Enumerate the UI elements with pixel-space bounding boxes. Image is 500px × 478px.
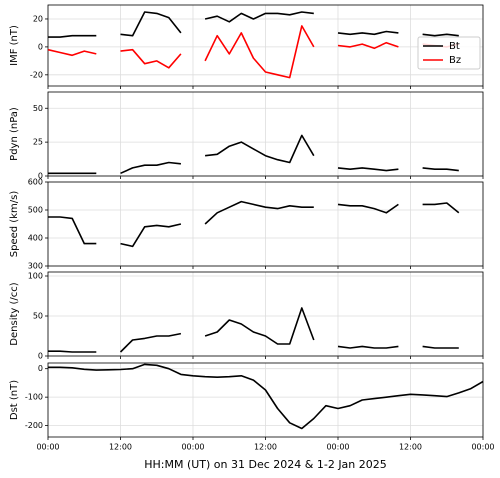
legend-box [417,36,481,70]
x-tick-label: 12:00 [254,443,277,452]
x-tick-label: 00:00 [326,443,349,452]
y-axis-label: Speed (km/s) [9,191,20,258]
y-tick-label: 0 [38,352,43,361]
plot-frame [47,181,484,267]
y-axis-label: Pdyn (nPa) [9,107,20,161]
x-tick-label: 12:00 [399,443,422,452]
series-line [48,363,484,430]
plot-frame [47,271,484,357]
y-tick-label: 0 [38,364,43,373]
y-axis-label: Dst (nT) [9,380,20,420]
y-tick-label: 0 [38,42,43,51]
y-axis-label: IMF (nT) [9,25,20,66]
y-tick-label: -20 [30,70,43,79]
x-tick-label: 00:00 [36,443,59,452]
plot-frame [47,362,484,438]
x-tick-label: 12:00 [109,443,132,452]
y-tick-label: -200 [25,421,43,430]
legend-label: Bz [449,55,461,66]
y-tick-label: 400 [28,234,43,243]
y-tick-label: 300 [28,262,43,271]
x-axis-label: HH:MM (UT) on 31 Dec 2024 & 1-2 Jan 2025 [144,458,387,471]
y-tick-label: 20 [33,14,43,23]
y-tick-label: -100 [25,393,43,402]
y-tick-label: 500 [28,206,43,215]
x-tick-label: 00:00 [471,443,494,452]
plot-frame [47,91,484,177]
y-tick-label: 0 [38,172,43,181]
y-tick-label: 25 [33,138,43,147]
y-axis-label: Density (/cc) [9,282,20,345]
x-tick-label: 00:00 [181,443,204,452]
legend-label: Bt [449,41,460,52]
y-tick-label: 600 [28,178,43,187]
y-tick-label: 100 [28,272,43,281]
y-tick-label: 50 [33,104,43,113]
plot-frame [47,4,484,87]
y-tick-label: 50 [33,312,43,321]
